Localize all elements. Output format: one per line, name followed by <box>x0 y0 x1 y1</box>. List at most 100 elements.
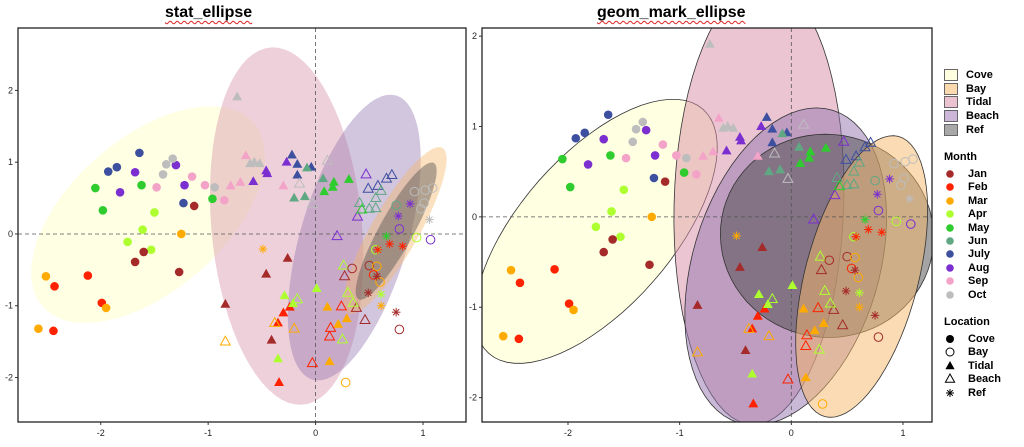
point-cove <box>946 290 954 299</box>
point-bay <box>895 180 906 191</box>
point-beach <box>800 339 812 351</box>
point-ref <box>405 199 415 209</box>
point-tidal <box>713 112 724 122</box>
point-tidal <box>728 122 739 132</box>
point-tidal <box>794 141 805 151</box>
legend-label: Bay <box>966 83 987 95</box>
point-beach <box>359 313 371 325</box>
point-tidal <box>777 128 788 138</box>
point-cove <box>641 125 651 135</box>
point-tidal <box>747 323 758 333</box>
legend-group-bay: Bay <box>944 82 986 96</box>
point-tidal <box>752 310 763 320</box>
point-tidal <box>740 345 751 355</box>
point-beach <box>288 322 300 333</box>
point-ref <box>855 302 864 312</box>
point-beach <box>824 297 837 308</box>
asterisk-stroke <box>842 287 850 295</box>
point-tidal <box>775 164 786 174</box>
legend-label: Aug <box>968 261 990 274</box>
legend-label: Cove <box>968 333 995 345</box>
point-cove <box>123 237 132 247</box>
point-beach <box>363 202 376 213</box>
point-beach <box>353 196 366 208</box>
legend-group-beach: Beach <box>944 109 999 123</box>
point-tidal <box>292 169 303 179</box>
legend-month-aug: Aug <box>944 261 989 275</box>
point-cove <box>50 282 59 291</box>
point-beach <box>323 330 336 341</box>
asterisk-stroke <box>364 289 372 297</box>
point-bay <box>347 263 357 274</box>
y-tick-label: 0 <box>8 229 13 239</box>
point-bay <box>419 198 429 208</box>
point-beach <box>812 301 824 313</box>
point-ref <box>851 232 861 242</box>
point-cove <box>946 277 954 285</box>
point-cove <box>180 180 189 190</box>
asterisk-stroke <box>392 308 400 316</box>
point-ref <box>905 194 914 204</box>
point-cove <box>599 134 609 144</box>
point-cove <box>208 194 217 204</box>
point-bay <box>372 261 382 272</box>
point-cove <box>946 210 954 218</box>
legend-label: Jan <box>968 168 987 180</box>
point-beach <box>813 343 826 354</box>
point-cove <box>137 180 146 190</box>
point-cove <box>506 265 516 275</box>
asterisk-stroke <box>864 226 872 233</box>
point-bay <box>900 156 911 167</box>
x-tick-label: -2 <box>97 428 105 438</box>
point-beach <box>375 184 387 195</box>
y-tick-label: 2 <box>472 31 477 41</box>
y-tick-label: -1 <box>469 302 477 312</box>
x-tick-label: -1 <box>204 428 212 438</box>
point-bay <box>873 205 884 216</box>
point-cove <box>514 334 524 344</box>
legend-label: Tidal <box>966 96 992 108</box>
legend-label: Beach <box>968 373 1002 386</box>
point-tidal <box>220 298 231 308</box>
legend-month-sep: Sep <box>944 274 988 288</box>
point-tidal <box>945 360 955 369</box>
legend-swatch <box>944 110 958 122</box>
point-cove <box>946 183 954 192</box>
point-ref <box>870 311 880 320</box>
point-cove <box>174 267 184 277</box>
point-cove <box>139 247 148 257</box>
ellipse-cove <box>31 106 265 323</box>
asterisk-stroke <box>426 216 433 224</box>
point-tidal <box>805 146 816 156</box>
legend-month-may: May <box>944 221 989 235</box>
right-panel-plot <box>482 28 932 422</box>
point-tidal <box>261 268 272 278</box>
point-ref <box>391 307 401 317</box>
point-cove <box>946 263 954 272</box>
point-cove <box>621 153 631 163</box>
asterisk-stroke <box>394 212 402 220</box>
point-tidal <box>692 300 703 309</box>
point-cove <box>650 151 660 160</box>
point-ref <box>394 211 403 221</box>
point-beach <box>338 269 351 281</box>
point-cove <box>101 303 111 313</box>
y-tick-label: 0 <box>472 212 477 222</box>
point-beach <box>801 328 813 340</box>
point-tidal <box>809 325 820 335</box>
point-bay <box>394 224 405 234</box>
legend-label: Feb <box>968 181 988 194</box>
point-beach <box>853 156 866 167</box>
asterisk-stroke <box>946 389 954 396</box>
legend-label: Oct <box>968 288 987 301</box>
point-cove <box>34 324 43 334</box>
y-tick-label: 2 <box>8 85 13 95</box>
month-key-icon <box>946 196 954 205</box>
point-bay <box>905 219 916 229</box>
point-beach <box>337 259 350 270</box>
y-tick-label: -1 <box>5 301 13 311</box>
point-ref <box>376 301 386 311</box>
point-bay <box>842 251 852 262</box>
x-tick-label: 1 <box>900 428 905 438</box>
point-cove <box>946 196 954 205</box>
